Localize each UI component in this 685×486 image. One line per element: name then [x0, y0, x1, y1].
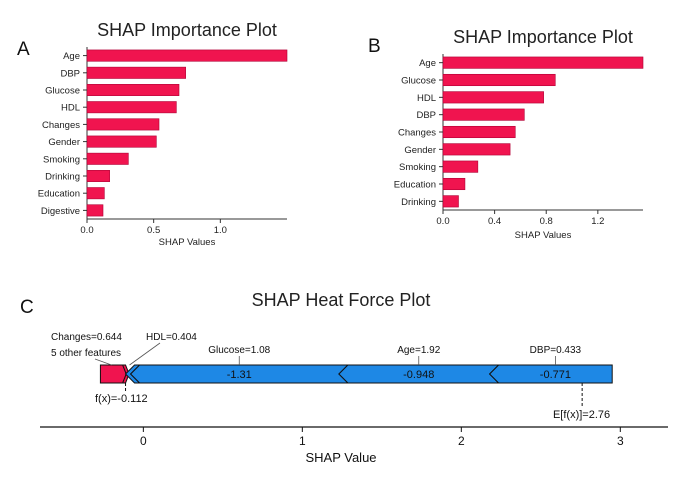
force-leader-line [129, 342, 161, 366]
chart-a-title: SHAP Importance Plot [97, 20, 277, 40]
chart-b-label-changes: Changes [398, 128, 436, 139]
chart-c-xtick-label: 1 [299, 434, 306, 448]
force-label-other-features: 5 other features [51, 348, 121, 359]
chart-a-bar-smoking [86, 152, 129, 165]
chart-b-label-dbp: DBP [416, 110, 436, 121]
chart-b-label-gender: Gender [404, 145, 436, 156]
force-label-hdl: HDL=0.404 [146, 332, 197, 343]
panel-letter-c: C [20, 297, 34, 318]
force-label-changes: Changes=0.644 [51, 332, 122, 343]
chart-a-label-glucose: Glucose [45, 86, 80, 97]
panel-letter-a: A [17, 39, 30, 60]
chart-b-bar-changes [442, 125, 516, 139]
force-value-label: -1.31 [227, 369, 252, 381]
force-value-label: -0.948 [403, 369, 434, 381]
chart-a-bar-dbp [86, 66, 186, 79]
chart-a-label-changes: Changes [42, 120, 80, 131]
chart-c-xtick-label: 3 [617, 434, 624, 448]
chart-a-label-drinking: Drinking [45, 172, 80, 183]
chart-a-label-digestive: Digestive [41, 206, 80, 217]
chart-a-bar-gender [86, 135, 157, 148]
chart-a-label-smoking: Smoking [43, 154, 80, 165]
force-value-label: -0.771 [540, 369, 571, 381]
chart-c-plot: 0 1 2 3 -1.31 -0.948 -0.771 Glucose=1.08 Age=1.9… [40, 332, 668, 448]
chart-b-xtick-label: 0.0 [436, 216, 449, 227]
output-value-label: f(x)=-0.112 [95, 393, 148, 405]
force-segment-dbp [488, 364, 613, 384]
chart-b-label-age: Age [419, 58, 436, 69]
chart-b-bar-dbp [442, 108, 525, 121]
force-leader-line [94, 358, 112, 366]
chart-b-bar-hdl [442, 91, 544, 104]
chart-b-label-education: Education [394, 180, 436, 191]
chart-a-xlabel: SHAP Values [159, 237, 216, 248]
chart-b-bar-gender [442, 143, 511, 156]
chart-a-bar-digestive [86, 204, 104, 217]
chart-a-xtick-label: 1.0 [214, 225, 227, 236]
chart-c-title: SHAP Heat Force Plot [252, 290, 431, 310]
chart-c-xtick-label: 0 [140, 434, 147, 448]
chart-b-bar-smoking [442, 160, 479, 173]
chart-a-xtick-label: 0.0 [80, 225, 93, 236]
chart-a-bar-changes [86, 118, 160, 131]
chart-b-plot: Age Glucose HDL DBP Changes Gender Smoking Educ… [394, 54, 644, 227]
chart-a-plot: Age DBP Glucose HDL Changes Gender Smoking Drin… [38, 47, 288, 236]
chart-a-bar-education [86, 187, 105, 200]
chart-a-label-dbp: DBP [60, 68, 80, 79]
chart-b-xtick-label: 0.4 [488, 216, 501, 227]
force-label-dbp: DBP=0.433 [530, 345, 582, 356]
force-segment-changes [99, 364, 127, 384]
chart-b-xlabel: SHAP Values [515, 230, 572, 241]
chart-b-label-drinking: Drinking [401, 197, 436, 208]
chart-b-xtick-label: 1.2 [591, 216, 604, 227]
chart-a-xtick-label: 0.5 [147, 225, 160, 236]
chart-a-bar-drinking [86, 170, 110, 182]
base-value-label: E[f(x)]=2.76 [553, 409, 610, 421]
chart-b-bar-education [442, 177, 466, 191]
chart-b-bar-drinking [442, 195, 459, 208]
chart-b-bar-glucose [442, 73, 556, 87]
chart-a-bar-age [86, 49, 288, 62]
chart-a-bar-glucose [86, 84, 180, 96]
chart-a-label-gender: Gender [48, 137, 80, 148]
chart-b-label-glucose: Glucose [401, 76, 436, 87]
force-label-age: Age=1.92 [397, 345, 441, 356]
chart-b-bar-age [442, 56, 644, 69]
chart-c-xtick-label: 2 [458, 434, 465, 448]
chart-b-title: SHAP Importance Plot [453, 27, 633, 47]
chart-b-label-smoking: Smoking [399, 162, 436, 173]
chart-b-label-hdl: HDL [417, 93, 436, 104]
chart-a-bar-hdl [86, 101, 177, 114]
panel-letter-b: B [368, 36, 381, 57]
force-label-glucose: Glucose=1.08 [208, 345, 270, 356]
chart-a-label-education: Education [38, 189, 80, 200]
chart-c-xlabel: SHAP Value [305, 450, 376, 465]
chart-a-label-age: Age [63, 51, 80, 62]
chart-a-label-hdl: HDL [61, 103, 80, 114]
chart-b-xtick-label: 0.8 [540, 216, 553, 227]
